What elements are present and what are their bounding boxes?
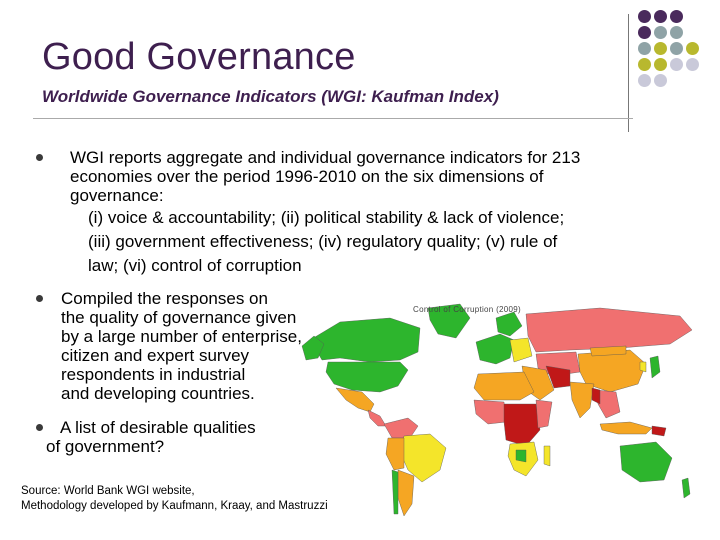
bullet-dot-icon <box>36 154 43 161</box>
map-iran-afghanistan <box>545 365 571 389</box>
slide-subtitle: Worldwide Governance Indicators (WGI: Ka… <box>42 87 499 106</box>
decorative-dot <box>638 10 651 23</box>
decorative-dot <box>638 74 651 87</box>
map-eastern-europe <box>509 337 533 363</box>
map-botswana <box>515 449 527 463</box>
map-new-zealand <box>681 477 691 499</box>
decorative-dot <box>670 10 683 23</box>
map-east-africa <box>535 399 553 429</box>
bullet-line: of government? <box>46 437 165 456</box>
map-usa <box>325 361 409 393</box>
bullet-line: and developing countries. <box>61 384 255 403</box>
title-horizontal-divider <box>33 118 633 119</box>
source-line: Methodology developed by Kaufmann, Kraay… <box>21 500 328 512</box>
map-china <box>577 349 647 393</box>
bullet-line: by a large number of enterprise, <box>61 327 302 346</box>
map-argentina <box>397 469 415 517</box>
source-citation: Source: World Bank WGI website, Methodol… <box>21 484 328 514</box>
map-chile <box>391 469 399 515</box>
decorative-dot <box>686 42 699 55</box>
map-western-europe <box>475 333 515 365</box>
map-central-america <box>367 409 387 427</box>
bullet-subline: (iii) government effectiveness; (iv) reg… <box>88 232 558 251</box>
decorative-dot <box>654 10 667 23</box>
bullet-line: A list of desirable qualities <box>60 418 256 437</box>
bullet-subline: (i) voice & accountability; (ii) politic… <box>88 208 565 227</box>
map-central-africa <box>503 403 541 447</box>
bullet-dot-icon <box>36 295 43 302</box>
bullet-compiled-responses: Compiled the responses on the quality of… <box>36 289 336 403</box>
bullet-line: governance: <box>70 186 164 205</box>
decorative-dot <box>686 58 699 71</box>
decorative-dot <box>638 42 651 55</box>
decorative-dot <box>670 58 683 71</box>
map-mongolia <box>589 345 627 357</box>
decorative-dot <box>654 74 667 87</box>
bullet-line: Compiled the responses on <box>61 289 268 308</box>
slide-title: Good Governance <box>42 36 356 78</box>
bullet-wgi-reports: WGI reports aggregate and individual gov… <box>36 148 686 278</box>
map-peru-bolivia <box>385 437 405 471</box>
map-mexico <box>335 387 375 413</box>
map-india <box>569 381 595 419</box>
decorative-dot <box>670 26 683 39</box>
map-australia <box>619 441 673 483</box>
decorative-dot <box>654 42 667 55</box>
bullet-desirable-qualities: A list of desirable qualities of governm… <box>36 418 306 456</box>
map-scandinavia <box>495 311 523 337</box>
map-title: Control of Corruption (2009) <box>413 305 522 314</box>
bullet-subline: law; (vi) control of corruption <box>88 256 302 275</box>
map-japan <box>649 355 661 379</box>
map-north-africa <box>473 371 535 401</box>
decorative-dot <box>654 26 667 39</box>
decorative-dot <box>638 26 651 39</box>
decorative-dot <box>654 58 667 71</box>
world-corruption-map <box>301 303 693 517</box>
bullet-line: respondents in industrial <box>61 365 246 384</box>
decorative-dot <box>670 42 683 55</box>
map-korea <box>639 361 647 373</box>
bullet-dot-icon <box>36 424 43 431</box>
title-vertical-divider <box>628 14 629 132</box>
map-alaska <box>301 335 325 361</box>
map-indonesia <box>599 421 653 435</box>
map-west-africa <box>473 399 507 425</box>
map-russia <box>525 307 693 353</box>
map-colombia-venezuela <box>383 417 419 439</box>
bullet-line: citizen and expert survey <box>61 346 250 365</box>
map-madagascar <box>543 445 551 467</box>
map-greenland <box>427 303 471 339</box>
map-canada <box>309 317 421 363</box>
bullet-line: the quality of governance given <box>61 308 297 327</box>
source-line: Source: World Bank WGI website, <box>21 485 195 497</box>
map-myanmar <box>591 387 601 405</box>
map-png <box>651 425 667 437</box>
bullet-line: economies over the period 1996-2010 on t… <box>70 167 544 186</box>
decorative-dot <box>638 58 651 71</box>
bullet-line: WGI reports aggregate and individual gov… <box>70 148 581 167</box>
